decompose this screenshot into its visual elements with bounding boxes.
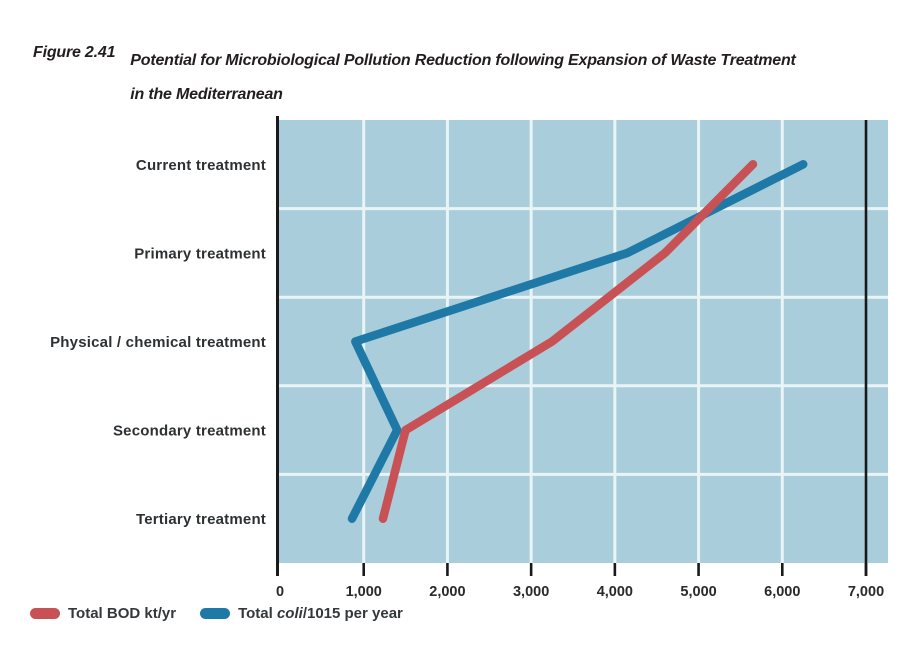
category-label: Tertiary treatment [136,511,266,528]
plot-area [278,120,888,563]
legend-item-coli: Total coli/1015 per year [200,605,403,622]
bod-series-marker [30,608,60,619]
coli-series-label: Total coli/1015 per year [238,605,403,622]
figure-title: Potential for Microbiological Pollution … [130,44,796,112]
bod-series-label: Total BOD kt/yr [68,605,177,622]
figure-title-line1: Potential for Microbiological Pollution … [130,52,796,69]
x-tick-label: 0 [276,584,284,600]
x-tick-label: 3,000 [513,584,549,600]
x-tick-label: 7,000 [848,584,884,600]
category-label: Secondary treatment [113,423,266,440]
series-line-coli [347,160,808,523]
figure-title-line2: in the Mediterranean [130,86,283,103]
legend-item-bod: Total BOD kt/yr [30,605,176,622]
x-tick-label: 1,000 [346,584,382,600]
coli-series-marker [200,608,231,619]
chart-legend: Total BOD kt/yr Total coli/1015 per year [30,605,403,622]
category-label: Physical / chemical treatment [50,334,266,351]
figure-caption: Figure 2.41 Potential for Microbiologica… [33,44,796,112]
category-label: Current treatment [136,157,266,174]
series-line-bod [378,160,758,523]
x-tick-label: 5,000 [680,584,716,600]
category-label: Primary treatment [134,245,266,262]
x-tick-label: 2,000 [429,584,465,600]
figure-number: Figure 2.41 [33,44,116,61]
x-tick-label: 4,000 [597,584,633,600]
x-tick-label: 6,000 [764,584,800,600]
